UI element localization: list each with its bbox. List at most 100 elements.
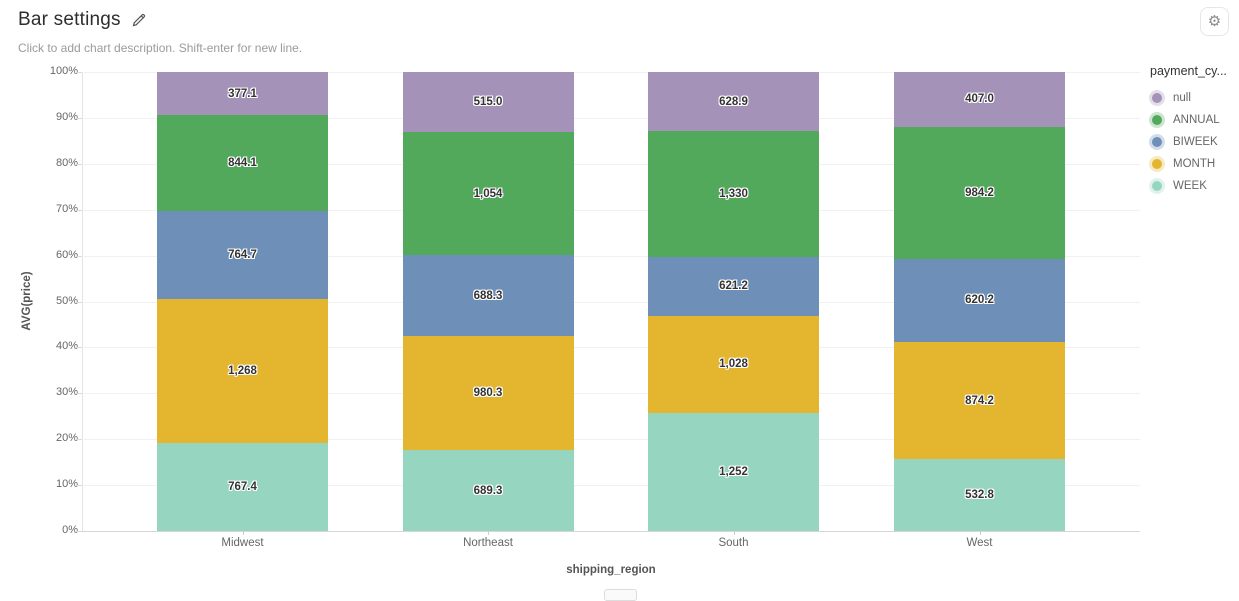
edit-title-pencil-icon[interactable] (131, 12, 147, 28)
y-tick-label: 20% (55, 432, 78, 445)
bar-segment-annual-northeast[interactable]: 1,054 (402, 132, 574, 256)
legend-swatch-icon (1152, 181, 1162, 191)
legend-item-label: BIWEEK (1173, 136, 1218, 148)
y-tick-mark (76, 209, 82, 211)
legend-item-label: ANNUAL (1173, 114, 1220, 126)
legend-item-annual[interactable]: ANNUAL (1150, 109, 1239, 131)
legend-title: payment_cy... (1150, 64, 1227, 78)
resize-handle[interactable] (604, 589, 637, 601)
legend-item-biweek[interactable]: BIWEEK (1150, 131, 1239, 153)
bar-value-label: 407.0 (965, 93, 994, 106)
bar-value-label: 1,330 (719, 188, 748, 201)
y-tick-label: 90% (55, 110, 78, 123)
bar-segment-month-northeast[interactable]: 980.3 (402, 335, 574, 451)
y-tick-label: 60% (55, 248, 78, 261)
bar-segment-week-northeast[interactable]: 689.3 (402, 450, 574, 531)
y-tick-label: 80% (55, 156, 78, 169)
x-tick-label-northeast: Northeast (463, 537, 513, 549)
gridline (82, 72, 1140, 73)
y-tick-mark (76, 117, 82, 119)
bar-segment-week-west[interactable]: 532.8 (894, 459, 1065, 531)
bar-value-label: 689.3 (473, 484, 503, 497)
gridline (82, 485, 1140, 487)
y-tick-label: 0% (62, 524, 78, 536)
legend-item-month[interactable]: MONTH (1150, 153, 1239, 175)
gridline (82, 301, 1140, 303)
chart-settings-button[interactable]: ⚙ (1200, 7, 1229, 36)
gridline (82, 209, 1140, 211)
x-tick-mark (488, 531, 489, 535)
bar-segment-biweek-south[interactable]: 621.2 (648, 257, 819, 316)
y-tick-mark (76, 485, 82, 487)
bar-value-label: 874.2 (965, 394, 994, 407)
bar-value-label: 377.1 (228, 87, 257, 100)
legend-items: null ANNUAL BIWEEK MONTH WEEK (1150, 87, 1239, 197)
bar-value-label: 980.3 (473, 387, 503, 400)
bar-value-label: 764.7 (228, 249, 257, 262)
legend-item-label: WEEK (1173, 180, 1207, 192)
bar-segment-month-south[interactable]: 1,028 (648, 315, 819, 413)
gridline (82, 393, 1140, 395)
y-tick-mark (76, 531, 82, 532)
page-title[interactable]: Bar settings (18, 9, 121, 30)
bar-segment-annual-south[interactable]: 1,330 (648, 131, 819, 258)
bar-segment-null-south[interactable]: 628.9 (648, 72, 819, 132)
legend-swatch-icon (1152, 137, 1162, 147)
gear-icon: ⚙ (1207, 12, 1222, 30)
bar-segment-null-northeast[interactable]: 515.0 (402, 72, 574, 133)
y-tick-mark (76, 439, 82, 441)
y-tick-label: 70% (55, 202, 78, 215)
legend-item-label: null (1173, 92, 1191, 104)
bar-segment-month-midwest[interactable]: 1,268 (157, 298, 328, 444)
x-tick-mark (242, 531, 244, 535)
bar-segment-week-midwest[interactable]: 767.4 (157, 443, 328, 531)
gridline (82, 347, 1140, 349)
legend-item-label: MONTH (1173, 158, 1216, 170)
bar-segment-annual-west[interactable]: 984.2 (894, 126, 1065, 259)
legend-swatch-icon (1152, 115, 1162, 125)
y-tick-label: 40% (55, 340, 78, 353)
x-tick-mark (979, 531, 981, 535)
chart-description-placeholder[interactable]: Click to add chart description. Shift-en… (18, 41, 303, 55)
bar-west: 532.8 874.2 620.2 984.2 407.0 (894, 72, 1065, 531)
bar-segment-null-west[interactable]: 407.0 (894, 72, 1065, 127)
bar-segment-biweek-northeast[interactable]: 688.3 (402, 255, 574, 336)
y-tick-mark (76, 301, 82, 303)
bar-value-label: 532.8 (965, 489, 994, 502)
y-tick-mark (76, 255, 82, 257)
bar-segment-annual-midwest[interactable]: 844.1 (157, 115, 328, 212)
y-tick-mark (76, 347, 82, 349)
bar-value-label: 628.9 (719, 95, 748, 108)
legend-item-week[interactable]: WEEK (1150, 175, 1239, 197)
legend-item-null[interactable]: null (1150, 87, 1239, 109)
bar-value-label: 1,054 (473, 187, 503, 200)
x-tick-label-midwest: Midwest (221, 537, 264, 549)
bar-value-label: 984.2 (965, 186, 994, 199)
bar-value-label: 515.0 (473, 96, 503, 109)
bar-value-label: 767.4 (228, 481, 257, 494)
bar-segment-biweek-west[interactable]: 620.2 (894, 258, 1065, 343)
y-tick-label: 10% (55, 478, 78, 491)
gridline (82, 255, 1140, 257)
legend-swatch-icon (1152, 159, 1162, 169)
plot-area: 767.4 1,268 764.7 844.1 377.1 689.3 980.3 688.3… (82, 72, 1140, 531)
bar-segment-week-south[interactable]: 1,252 (648, 412, 819, 531)
x-axis-title: shipping_region (566, 564, 656, 576)
bar-northeast: 689.3 980.3 688.3 1,054 515.0 (402, 72, 574, 531)
gridline (82, 163, 1140, 165)
gridline (82, 439, 1140, 441)
y-tick-label: 100% (49, 65, 78, 77)
x-tick-label-south: South (718, 537, 749, 549)
bar-value-label: 844.1 (228, 157, 257, 170)
y-tick-mark (76, 163, 82, 165)
bar-segment-month-west[interactable]: 874.2 (894, 342, 1065, 460)
bar-value-label: 1,028 (719, 358, 748, 371)
bar-segment-null-midwest[interactable]: 377.1 (157, 72, 328, 116)
y-tick-label: 30% (55, 386, 78, 399)
bar-segment-biweek-midwest[interactable]: 764.7 (157, 211, 328, 299)
bar-value-label: 620.2 (965, 294, 994, 307)
legend-swatch-icon (1152, 93, 1162, 103)
legend: payment_cy... null ANNUAL BIWEEK MONTH WEEK (1150, 64, 1239, 197)
bar-south: 1,252 1,028 621.2 1,330 628.9 (648, 72, 819, 531)
